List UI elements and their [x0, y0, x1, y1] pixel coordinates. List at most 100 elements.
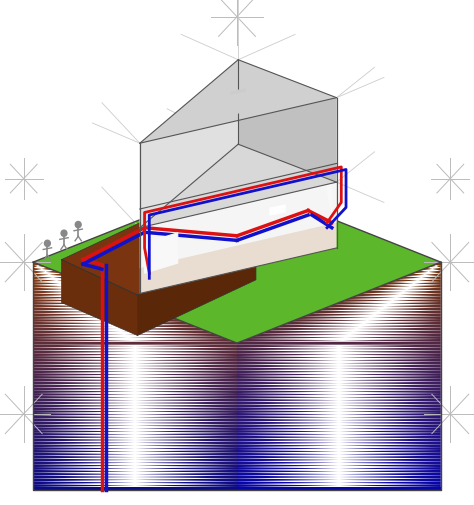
Polygon shape	[237, 350, 441, 354]
Polygon shape	[33, 456, 237, 459]
Polygon shape	[33, 427, 237, 430]
Polygon shape	[262, 331, 441, 334]
Polygon shape	[33, 393, 237, 396]
Polygon shape	[237, 476, 441, 479]
Polygon shape	[237, 425, 441, 427]
Polygon shape	[237, 439, 441, 441]
Polygon shape	[237, 464, 441, 467]
Polygon shape	[237, 410, 441, 413]
Polygon shape	[33, 354, 237, 357]
Polygon shape	[237, 396, 441, 399]
Polygon shape	[33, 376, 237, 379]
Polygon shape	[237, 393, 441, 396]
Polygon shape	[33, 280, 83, 282]
Polygon shape	[237, 484, 441, 487]
Polygon shape	[237, 430, 441, 433]
Polygon shape	[237, 390, 441, 393]
Polygon shape	[247, 336, 441, 339]
Polygon shape	[62, 260, 137, 336]
Polygon shape	[312, 311, 441, 314]
Polygon shape	[33, 320, 183, 322]
Polygon shape	[33, 263, 40, 266]
Polygon shape	[140, 98, 337, 210]
Polygon shape	[33, 334, 219, 336]
Polygon shape	[33, 484, 237, 487]
Polygon shape	[33, 382, 237, 385]
Polygon shape	[398, 277, 441, 280]
Polygon shape	[33, 459, 237, 462]
Polygon shape	[237, 359, 441, 362]
Polygon shape	[33, 430, 237, 433]
Polygon shape	[33, 379, 237, 382]
Polygon shape	[33, 342, 237, 345]
Polygon shape	[405, 274, 441, 277]
Polygon shape	[33, 302, 141, 305]
Polygon shape	[33, 271, 62, 274]
Polygon shape	[232, 89, 244, 116]
Polygon shape	[33, 373, 237, 376]
Polygon shape	[269, 328, 441, 331]
Polygon shape	[237, 348, 441, 350]
Polygon shape	[412, 271, 441, 274]
Polygon shape	[237, 470, 441, 473]
Circle shape	[75, 222, 81, 228]
Polygon shape	[140, 61, 238, 228]
Polygon shape	[33, 359, 237, 362]
Polygon shape	[327, 168, 332, 213]
Polygon shape	[319, 308, 441, 311]
Polygon shape	[237, 385, 441, 388]
Polygon shape	[237, 487, 441, 490]
Polygon shape	[33, 413, 237, 416]
Polygon shape	[33, 467, 237, 470]
Polygon shape	[237, 357, 441, 359]
Polygon shape	[237, 453, 441, 456]
Polygon shape	[62, 205, 256, 295]
Polygon shape	[362, 291, 441, 294]
Polygon shape	[237, 365, 441, 368]
Polygon shape	[237, 342, 441, 345]
Polygon shape	[33, 285, 98, 288]
Polygon shape	[270, 206, 285, 216]
Polygon shape	[376, 285, 441, 288]
Polygon shape	[33, 433, 237, 436]
Polygon shape	[238, 61, 337, 183]
Polygon shape	[237, 419, 441, 422]
Polygon shape	[33, 422, 237, 425]
Polygon shape	[140, 145, 337, 228]
Polygon shape	[33, 282, 91, 285]
Polygon shape	[33, 385, 237, 388]
Polygon shape	[276, 325, 441, 328]
Polygon shape	[33, 408, 237, 410]
Polygon shape	[33, 317, 176, 320]
Polygon shape	[237, 368, 441, 371]
Polygon shape	[145, 233, 178, 274]
Polygon shape	[419, 268, 441, 271]
Polygon shape	[237, 444, 441, 447]
Polygon shape	[340, 299, 441, 302]
Polygon shape	[237, 459, 441, 462]
Polygon shape	[33, 473, 237, 476]
Polygon shape	[33, 299, 134, 302]
Polygon shape	[237, 373, 441, 376]
Polygon shape	[140, 128, 337, 239]
Polygon shape	[237, 413, 441, 416]
Polygon shape	[347, 297, 441, 299]
Polygon shape	[237, 462, 441, 464]
Polygon shape	[33, 305, 148, 308]
Polygon shape	[237, 450, 441, 453]
Polygon shape	[33, 405, 237, 408]
Polygon shape	[33, 308, 155, 311]
Polygon shape	[33, 419, 237, 422]
Polygon shape	[33, 479, 237, 481]
Polygon shape	[33, 294, 119, 297]
Polygon shape	[237, 402, 441, 405]
Polygon shape	[33, 339, 234, 342]
Polygon shape	[33, 328, 205, 331]
Circle shape	[61, 231, 67, 237]
Polygon shape	[231, 89, 246, 95]
Polygon shape	[33, 357, 237, 359]
Polygon shape	[237, 354, 441, 357]
Polygon shape	[237, 408, 441, 410]
Polygon shape	[383, 282, 441, 285]
Polygon shape	[237, 399, 441, 402]
